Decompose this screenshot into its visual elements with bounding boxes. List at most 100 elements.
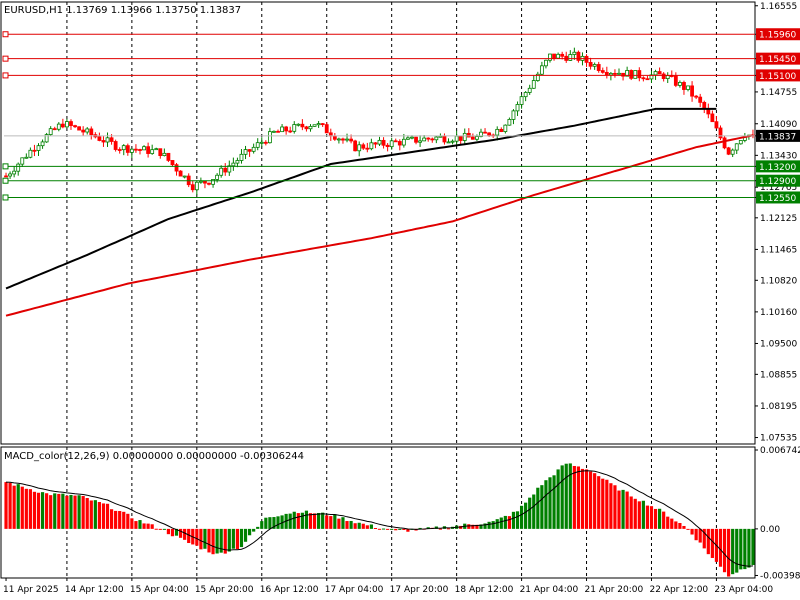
macd-bar [85,498,89,529]
macd-bar [491,521,495,529]
candle-body [219,167,224,176]
macd-bar [333,514,337,529]
candle-body [511,110,516,120]
candle-body [568,54,573,61]
macd-bar [219,528,223,553]
macd-bar [97,502,101,529]
macd-bar [390,528,394,530]
candle-body [584,55,589,63]
candle-body [434,136,439,141]
candle-body [300,123,305,128]
candle-body [105,137,110,143]
macd-bar [479,524,483,529]
candle-body [426,137,431,140]
macd-bar [601,478,605,529]
macd-bar [235,528,240,550]
candle-body [101,140,106,143]
macd-bar [174,528,179,536]
macd-bar [532,494,536,529]
y-tick-label: 1.09500 [760,339,797,349]
candle-body [479,131,483,137]
macd-bar [544,480,548,529]
macd-bar [272,517,276,529]
macd-bar [215,528,219,554]
macd-bar [418,527,422,529]
candle-body [377,139,382,145]
candle-body [483,131,487,134]
price-pane[interactable] [0,1,756,445]
candle-body [604,71,609,76]
x-tick-label: 11 Apr 2025 [3,585,59,595]
candle-body [523,92,528,98]
candle-body [341,138,345,141]
candle-body [36,145,41,151]
macd-bar [731,528,735,575]
candle-body [154,148,159,151]
candle-body [734,143,739,151]
candle-body [73,125,77,128]
macd-pane[interactable] [0,446,756,579]
x-tick-label: 15 Apr 04:00 [130,585,189,595]
candle-body [16,163,21,172]
candle-body [527,87,532,93]
candle-body [280,126,284,133]
candle-body [353,140,358,152]
candle-body [304,126,309,130]
macd-bar [138,520,142,529]
macd-bar [304,510,309,529]
candle-body [661,73,666,79]
y-tick-label: 1.14755 [760,88,797,98]
candle-body [649,74,654,80]
candle-body [28,149,33,158]
macd-bar [515,511,520,529]
candle-body [349,138,353,142]
candle-body [24,156,29,159]
candle-body [401,138,406,146]
macd-bar [743,528,747,570]
level-price-tag [756,28,800,41]
candle-body [332,135,337,140]
x-tick-label: 23 Apr 04:00 [714,585,773,595]
candle-body [698,96,703,103]
level-handle [2,194,9,201]
macd-bar [199,528,203,550]
x-tick-label: 17 Apr 04:00 [325,585,384,595]
macd-bar [195,528,199,546]
candle-body [576,51,581,61]
current-price-label: 1.13837 [759,132,796,142]
candle-body [182,175,187,178]
macd-bar [361,523,365,529]
macd-bar [369,524,373,529]
macd-bar [61,493,65,529]
candle-body [462,132,467,141]
macd-bar [288,513,292,529]
candle-body [142,146,146,151]
level-price-label: 1.12900 [759,177,796,187]
candle-body [292,124,297,132]
macd-bar [483,523,487,529]
candle-body [60,123,65,128]
macd-bar [325,515,329,529]
macd-bar [45,493,49,529]
macd-bar [690,528,694,535]
x-tick-label: 21 Apr 20:00 [585,585,644,595]
macd-bar [694,528,698,541]
candle-body [393,140,398,143]
candle-body [475,136,479,140]
candle-body [625,70,630,77]
candle-body [738,140,743,145]
macd-bar [637,501,641,529]
y-tick-label: 1.12125 [760,214,797,224]
x-tick-label: 15 Apr 20:00 [195,585,254,595]
x-tick-label: 21 Apr 04:00 [520,585,579,595]
macd-bar [20,486,24,529]
macd-bar [353,523,357,529]
macd-bar [747,528,751,568]
macd-bar [203,528,207,549]
candle-body [410,136,414,139]
macd-bar [609,483,613,529]
candle-body [373,142,378,145]
macd-bar [321,512,325,529]
macd-bar [593,473,597,529]
